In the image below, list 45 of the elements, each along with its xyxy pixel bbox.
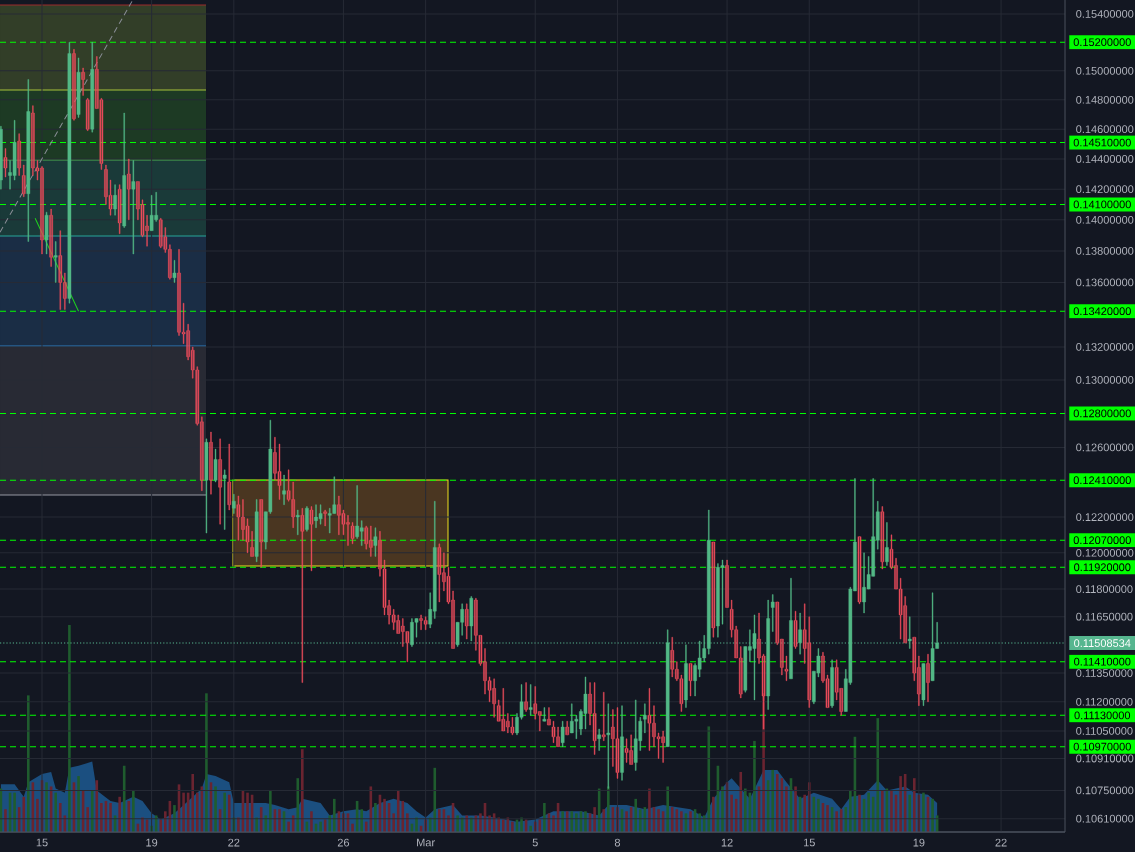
x-tick-label: 19 xyxy=(146,838,158,847)
ref-line-label: 0.11920000 xyxy=(1074,563,1131,572)
y-tick-label: 0.13600000 xyxy=(1076,278,1134,287)
ref-line-label: 0.14510000 xyxy=(1073,138,1131,147)
x-tick-label: 22 xyxy=(228,838,240,847)
y-tick-label: 0.13800000 xyxy=(1076,247,1134,255)
y-tick-label: 0.11200000 xyxy=(1076,697,1133,706)
ref-line-label: 0.11130000 xyxy=(1074,711,1131,720)
ref-line-label: 0.13420000 xyxy=(1073,307,1131,316)
ref-line-label: 0.15200000 xyxy=(1073,38,1131,47)
ref-line-label: 0.11410000 xyxy=(1074,657,1131,666)
x-tick-label: 8 xyxy=(614,838,621,847)
y-tick-label: 0.13200000 xyxy=(1076,343,1134,351)
x-tick-label: 19 xyxy=(913,838,925,847)
ref-line-label: 0.12800000 xyxy=(1073,409,1131,418)
y-tick-label: 0.10750000 xyxy=(1076,786,1134,795)
x-tick-label: 5 xyxy=(532,838,538,847)
y-tick-label: 0.15400000 xyxy=(1076,10,1134,18)
ref-line-label: 0.14100000 xyxy=(1073,200,1131,209)
y-tick-label: 0.10910000 xyxy=(1076,754,1134,763)
y-tick-label: 0.14000000 xyxy=(1076,215,1134,224)
x-tick-label: 26 xyxy=(337,838,350,847)
y-tick-label: 0.11350000 xyxy=(1076,669,1133,677)
y-tick-label: 0.11050000 xyxy=(1076,727,1133,735)
y-tick-label: 0.11650000 xyxy=(1076,612,1133,621)
ref-line-label: 0.11508534 xyxy=(1074,639,1131,648)
y-tick-label: 0.14600000 xyxy=(1076,125,1134,134)
y-tick-label: 0.14200000 xyxy=(1076,185,1134,194)
y-tick-label: 0.11800000 xyxy=(1076,585,1133,593)
ref-line-label: 0.10970000 xyxy=(1073,742,1131,751)
ref-line-label: 0.12410000 xyxy=(1073,476,1131,485)
x-tick-label: 15 xyxy=(803,838,815,847)
y-tick-label: 0.13000000 xyxy=(1076,376,1134,384)
y-tick-label: 0.14800000 xyxy=(1076,95,1134,104)
y-tick-label: 0.10610000 xyxy=(1076,814,1134,823)
x-tick-label: 12 xyxy=(721,838,733,847)
ref-line-label: 0.12070000 xyxy=(1073,536,1131,545)
y-tick-label: 0.15000000 xyxy=(1076,66,1134,75)
x-tick-label: 15 xyxy=(36,838,48,847)
y-tick-label: 0.12600000 xyxy=(1076,443,1134,452)
y-tick-label: 0.12000000 xyxy=(1076,548,1134,557)
y-tick-label: 0.14400000 xyxy=(1076,155,1134,163)
y-tick-label: 0.12200000 xyxy=(1076,513,1134,521)
x-tick-label: 22 xyxy=(995,838,1007,847)
x-tick-label: Mar xyxy=(417,838,435,847)
